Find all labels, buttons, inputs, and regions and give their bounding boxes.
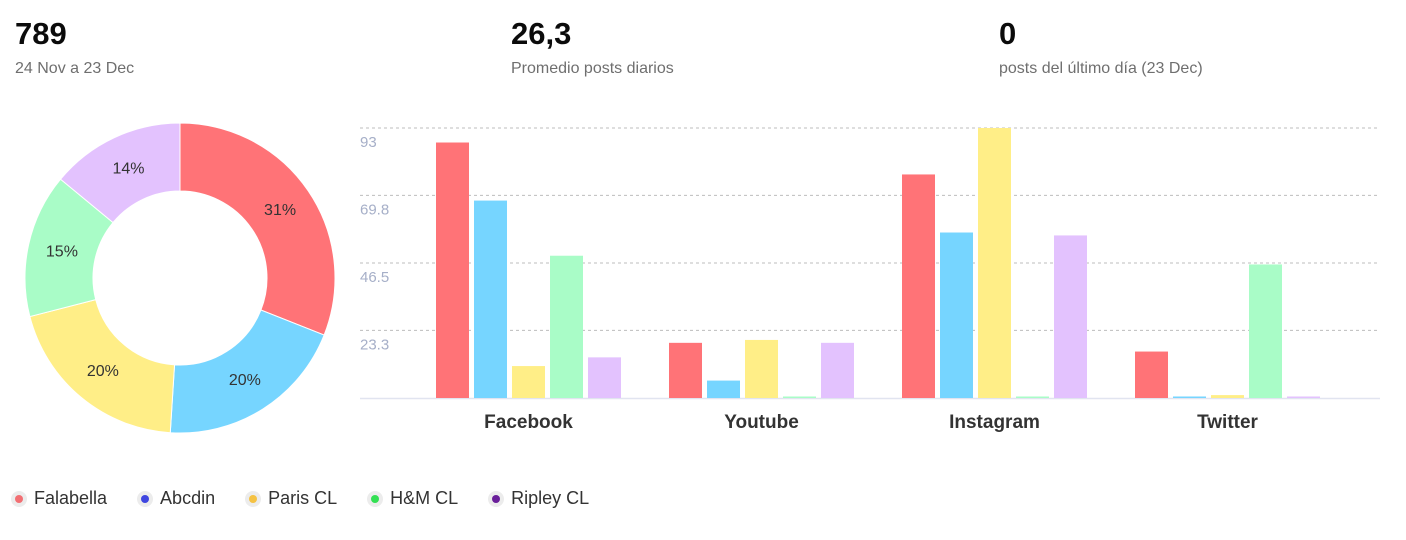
y-tick-label: 69.8 [360, 201, 389, 218]
legend-dot-icon [249, 494, 258, 503]
bar[interactable] [1211, 395, 1244, 398]
bar[interactable] [588, 357, 621, 398]
bar[interactable] [783, 396, 816, 399]
legend-label: Ripley CL [511, 488, 590, 508]
legend-dot-icon [15, 494, 23, 503]
x-tick-label: Youtube [724, 412, 799, 433]
legend-label: Falabella [34, 488, 108, 508]
legend-item-hm-cl[interactable]: H&M CL [371, 488, 458, 509]
kpi-label: 24 Nov a 23 Dec [15, 60, 135, 77]
kpi-daily-average: 26,3 Promedio posts diarios [511, 14, 674, 78]
pie-slice-label: 20% [229, 372, 261, 389]
pie-slice[interactable] [59, 122, 181, 224]
x-tick-label: Twitter [1197, 412, 1258, 433]
legend-dot-icon [141, 494, 150, 503]
pie-slice-label: 15% [46, 244, 78, 261]
legend-dot-icon [371, 494, 380, 503]
kpi-last-day: 0 posts del último día (23 Dec) [999, 14, 1203, 78]
kpi-label: Promedio posts diarios [511, 60, 674, 77]
bar[interactable] [550, 255, 583, 398]
bar[interactable] [669, 342, 702, 398]
bar[interactable] [978, 128, 1011, 398]
bar[interactable] [436, 142, 469, 398]
y-tick-label: 93 [360, 134, 377, 151]
bar-chart: 93 69.8 46.5 23.3 Facebook Youtube Instagram Tw… [360, 127, 1380, 433]
y-tick-label: 23.3 [360, 336, 389, 353]
kpi-label: posts del último día (23 Dec) [999, 60, 1203, 77]
bar[interactable] [474, 200, 507, 398]
kpi-value: 789 [15, 16, 67, 51]
bar[interactable] [1016, 396, 1049, 399]
bar[interactable] [512, 366, 545, 398]
legend-label: H&M CL [390, 488, 459, 508]
pie-slice[interactable] [179, 122, 336, 336]
bar[interactable] [1054, 235, 1087, 398]
bar[interactable] [707, 380, 740, 398]
pie-slice-label: 31% [264, 202, 296, 219]
bar[interactable] [821, 342, 854, 398]
pie-slice-label: 14% [112, 161, 144, 178]
legend-label: Abcdin [160, 488, 216, 508]
donut-chart: 31% 20% 20% 15% 14% [24, 122, 336, 434]
y-tick-label: 46.5 [360, 269, 389, 286]
bar[interactable] [1135, 351, 1168, 398]
legend-item-paris-cl[interactable]: Paris CL [249, 488, 337, 509]
bar[interactable] [745, 339, 778, 398]
legend-item-ripley-cl[interactable]: Ripley CL [492, 488, 589, 509]
legend-dot-icon [492, 494, 501, 503]
legend: Falabella Abcdin Paris CL H&M CL Ripley … [15, 488, 623, 509]
legend-item-falabella[interactable]: Falabella [15, 488, 107, 509]
x-tick-label: Facebook [484, 412, 573, 433]
bar[interactable] [902, 174, 935, 398]
legend-label: Paris CL [268, 488, 338, 508]
bar[interactable] [940, 232, 973, 398]
legend-item-abcdin[interactable]: Abcdin [141, 488, 215, 509]
pie-slice-label: 20% [87, 363, 119, 380]
kpi-total-posts: 789 24 Nov a 23 Dec [15, 14, 134, 78]
kpi-value: 0 [999, 16, 1017, 51]
bar[interactable] [1287, 396, 1320, 399]
bar[interactable] [1249, 264, 1282, 398]
x-tick-label: Instagram [949, 412, 1040, 433]
bar[interactable] [1173, 396, 1206, 399]
kpi-value: 26,3 [511, 16, 572, 51]
